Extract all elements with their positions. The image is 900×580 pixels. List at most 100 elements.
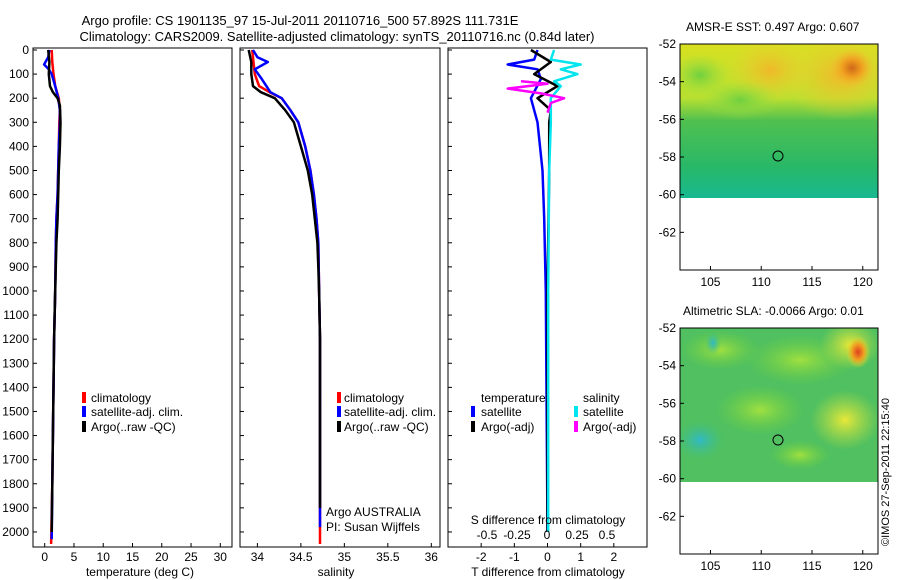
x-tick-label: -1 xyxy=(509,550,520,564)
series-line-salinity-argo-adj- xyxy=(506,80,566,114)
depth-tick-label: 1100 xyxy=(3,308,29,322)
depth-tick-label: 1900 xyxy=(2,501,29,515)
legend-t-argo-label: Argo(-adj) xyxy=(481,420,534,434)
legend-argo-label: Argo(..raw -QC) xyxy=(91,420,176,434)
depth-tick-label: 1400 xyxy=(2,380,29,394)
sst-map-panel: AMSR-E SST: 0.497 Argo: 0.607 xyxy=(659,20,879,289)
salinity-axes-frame xyxy=(239,47,441,548)
x-tick-label: 10 xyxy=(97,550,111,564)
argo-pi-annotation: PI: Susan Wijffels xyxy=(326,520,420,534)
latitude-tick-label: -52 xyxy=(659,321,677,335)
argo-program-annotation: Argo AUSTRALIA xyxy=(326,505,421,519)
latitude-tick-label: -60 xyxy=(659,188,677,202)
legend-t-argo-swatch xyxy=(471,421,475,432)
legend-title-temperature: temperature xyxy=(481,391,546,405)
legend-satellite-swatch xyxy=(337,406,341,417)
legend-s-argo-swatch xyxy=(574,421,578,432)
legend-climatology-label: climatology xyxy=(91,391,151,405)
x-tick-label: 1 xyxy=(577,550,584,564)
latitude-tick-label: -58 xyxy=(659,434,677,448)
legend-t-satellite-swatch xyxy=(471,406,475,417)
s-tick-label: 0.25 xyxy=(565,528,589,542)
sst-map-title: AMSR-E SST: 0.497 Argo: 0.607 xyxy=(686,20,860,34)
x-tick-label: 25 xyxy=(184,550,198,564)
sst-heatmap xyxy=(680,44,878,198)
longitude-tick-label: 105 xyxy=(700,559,720,573)
depth-tick-label: 800 xyxy=(9,236,29,250)
series-line-temperature-argo-adj- xyxy=(530,48,559,532)
longitude-tick-label: 115 xyxy=(802,559,821,573)
temperature-legend: climatology satellite-adj. clim. Argo(..… xyxy=(82,391,183,434)
imos-watermark: ©IMOS 27-Sep-2011 22:15:40 xyxy=(880,398,892,546)
legend-satellite-label: satellite-adj. clim. xyxy=(91,405,183,419)
latitude-tick-label: -62 xyxy=(659,509,677,523)
depth-tick-label: 1600 xyxy=(2,429,29,443)
depth-tick-label: 400 xyxy=(9,139,29,153)
argo-location-marker xyxy=(772,434,784,446)
depth-tick-label: 1300 xyxy=(2,356,29,370)
difference-legend: temperature salinity satellite Argo(-adj… xyxy=(471,391,636,434)
x-tick-label: 35.5 xyxy=(376,550,400,564)
depth-tick-label: 600 xyxy=(9,188,29,202)
depth-tick-label: 1000 xyxy=(2,284,29,298)
x-tick-label: 30 xyxy=(214,550,228,564)
x-tick-label: 15 xyxy=(126,550,140,564)
series-line-temperature-satellite xyxy=(506,49,549,533)
legend-climatology-swatch xyxy=(337,392,341,403)
legend-satellite-label: satellite-adj. clim. xyxy=(344,405,436,419)
salinity-panel: 34 34.5 35 35.5 36 salinity climatology sate… xyxy=(239,47,441,579)
depth-tick-label: 1500 xyxy=(2,404,29,418)
series-line-argo-raw-qc- xyxy=(247,49,322,508)
longitude-tick-label: 120 xyxy=(853,275,873,289)
latitude-tick-label: -58 xyxy=(659,150,677,164)
sla-map-panel: Altimetric SLA: -0.0066 Argo: 0.01 -52 -5… xyxy=(659,304,879,573)
t-diff-xlabel: T difference from climatology xyxy=(471,565,625,579)
longitude-tick-label: 110 xyxy=(752,275,771,289)
series-line-satellite-adj-clim- xyxy=(251,49,322,528)
latitude-tick-label: -60 xyxy=(659,472,677,486)
longitude-tick-label: 115 xyxy=(802,275,821,289)
temperature-axes-frame xyxy=(32,47,233,548)
latitude-tick-label: -62 xyxy=(659,225,677,239)
depth-tick-label: 700 xyxy=(9,212,29,226)
longitude-tick-label: 105 xyxy=(700,275,720,289)
argo-location-marker xyxy=(772,150,784,162)
x-tick-label: -2 xyxy=(476,550,487,564)
sla-heatmap xyxy=(680,328,878,482)
s-tick-label: 0.5 xyxy=(599,528,616,542)
x-tick-label: 0 xyxy=(544,550,551,564)
legend-t-satellite-label: satellite xyxy=(481,405,522,419)
depth-tick-label: 2000 xyxy=(2,525,29,539)
legend-s-satellite-swatch xyxy=(574,406,578,417)
depth-tick-label: 200 xyxy=(9,91,29,105)
x-tick-label: 34.5 xyxy=(289,550,313,564)
longitude-tick-label: 120 xyxy=(853,559,873,573)
x-tick-label: 36 xyxy=(425,550,439,564)
x-tick-label: 35 xyxy=(338,550,352,564)
x-tick-label: 2 xyxy=(610,550,617,564)
series-line-salinity-satellite xyxy=(546,49,582,532)
depth-tick-label: 500 xyxy=(9,163,29,177)
s-diff-title: S difference from climatology xyxy=(471,513,626,527)
header-line-2: Climatology: CARS2009. Satellite-adjuste… xyxy=(80,29,595,44)
latitude-tick-label: -52 xyxy=(659,37,677,51)
s-tick-label: -0.5 xyxy=(477,528,498,542)
latitude-tick-label: -54 xyxy=(659,75,677,89)
legend-argo-swatch xyxy=(337,421,341,432)
temperature-panel: 0100200300400500600700800900100011001200… xyxy=(2,43,233,579)
legend-satellite-swatch xyxy=(82,406,86,417)
depth-tick-label: 1800 xyxy=(2,477,29,491)
salinity-legend: climatology satellite-adj. clim. Argo(..… xyxy=(337,391,436,434)
legend-argo-swatch xyxy=(82,421,86,432)
depth-tick-label: 1200 xyxy=(2,332,29,346)
depth-tick-label: 1700 xyxy=(2,453,29,467)
header-line-1: Argo profile: CS 1901135_97 15-Jul-2011 … xyxy=(82,13,519,28)
series-line-argo-raw-qc- xyxy=(46,49,62,533)
legend-s-argo-label: Argo(-adj) xyxy=(583,420,636,434)
series-line-climatology xyxy=(250,49,322,544)
difference-panel: -2 -1 0 1 2 S difference from climatology -0… xyxy=(447,47,648,579)
latitude-tick-label: -56 xyxy=(659,396,677,410)
legend-argo-label: Argo(..raw -QC) xyxy=(344,420,429,434)
legend-s-satellite-label: satellite xyxy=(583,405,624,419)
depth-tick-label: 100 xyxy=(9,67,29,81)
